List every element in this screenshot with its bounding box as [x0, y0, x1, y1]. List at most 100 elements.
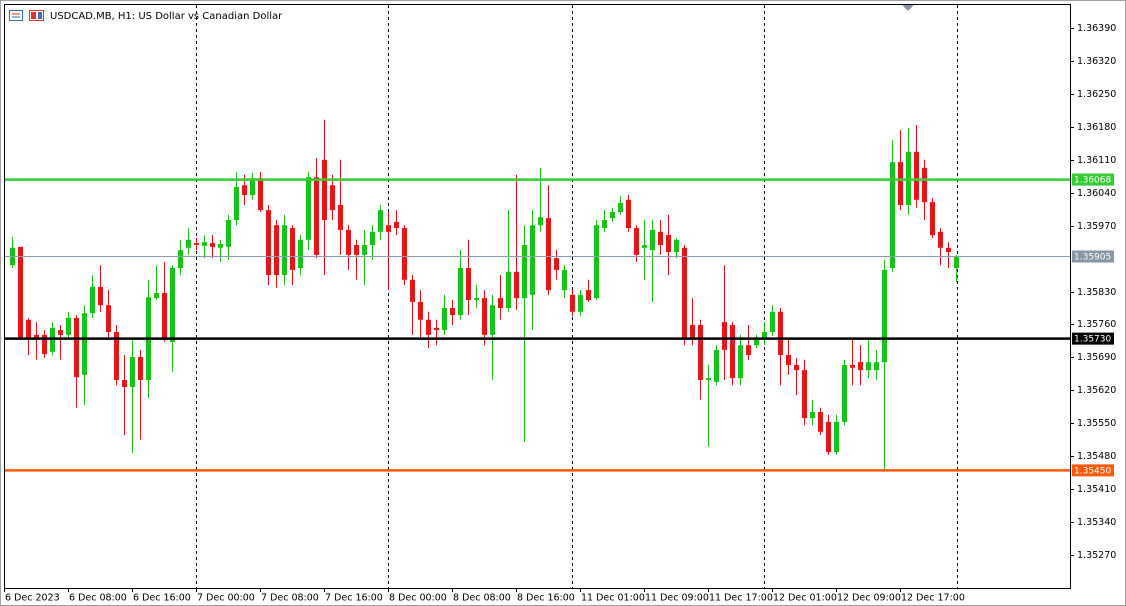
candle-body	[954, 256, 959, 269]
x-tick-label: 6 Dec 2023	[5, 593, 60, 604]
chart-title: USDCAD.MB, H1: US Dollar vs Canadian Dol…	[50, 11, 283, 22]
x-tick-label: 11 Dec 09:00	[645, 593, 709, 604]
candle-body	[842, 364, 847, 422]
candle-body	[562, 269, 567, 291]
candle-body	[722, 322, 727, 350]
candle-body	[290, 228, 295, 270]
candle-body	[610, 212, 615, 219]
scroll-marker[interactable]	[902, 5, 914, 11]
y-tick-label: 1.36390	[1077, 23, 1116, 34]
candle-body	[162, 292, 167, 341]
candle-body	[490, 305, 495, 335]
candle-body	[154, 292, 159, 299]
candle-body	[898, 162, 903, 205]
candle-body	[506, 271, 511, 309]
candle-body	[274, 225, 279, 276]
candle-body	[234, 187, 239, 221]
level-tag	[1072, 173, 1114, 186]
candle-body	[266, 210, 271, 276]
candle-body	[714, 349, 719, 382]
candle-body	[794, 364, 799, 371]
x-tick-label: 12 Dec 09:00	[837, 593, 901, 604]
candle-body	[594, 225, 599, 299]
y-tick-label: 1.35760	[1077, 319, 1116, 330]
candle-body	[810, 412, 815, 419]
candle-body	[930, 202, 935, 236]
candle-body	[642, 244, 647, 248]
candle-body	[90, 286, 95, 314]
candle-body	[426, 319, 431, 335]
candle-body	[890, 162, 895, 269]
candle-body	[482, 298, 487, 335]
icon-flags[interactable]	[29, 10, 44, 21]
candle-body	[786, 355, 791, 365]
candle-body	[442, 308, 447, 331]
candle-body	[666, 235, 671, 253]
candle-body	[138, 356, 143, 381]
candle-body	[314, 177, 319, 255]
candle-body	[946, 247, 951, 253]
candle-body	[530, 225, 535, 295]
y-tick-label: 1.36180	[1077, 122, 1116, 133]
price-tag	[1072, 250, 1114, 263]
candle-body	[370, 231, 375, 245]
candle-body	[378, 210, 383, 232]
candle-body	[74, 317, 79, 378]
candle-body	[298, 239, 303, 269]
candle-body	[522, 244, 527, 299]
candle-body	[730, 324, 735, 379]
candle-body	[18, 246, 23, 339]
candle-body	[586, 290, 591, 301]
candle-body	[874, 362, 879, 371]
icon-menu[interactable]	[9, 10, 23, 21]
candle-body	[98, 286, 103, 306]
candle-body	[386, 225, 391, 232]
level-tag-label: 1.36068	[1074, 176, 1111, 186]
candle-body	[650, 229, 655, 251]
candle-body	[626, 199, 631, 229]
y-tick-label: 1.36320	[1077, 56, 1116, 67]
candle-body	[186, 239, 191, 248]
candle-body	[458, 268, 463, 316]
y-tick-label: 1.35340	[1077, 517, 1116, 528]
candle-body	[738, 345, 743, 379]
candle-body	[242, 185, 247, 196]
y-tick-label: 1.35410	[1077, 484, 1116, 495]
x-tick-label: 8 Dec 08:00	[453, 593, 511, 604]
y-tick-label: 1.35830	[1077, 287, 1116, 298]
candle-body	[754, 340, 759, 346]
y-tick-label: 1.36250	[1077, 89, 1116, 100]
y-tick-label: 1.35970	[1077, 221, 1116, 232]
candle-body	[82, 313, 87, 375]
y-tick-label: 1.36040	[1077, 188, 1116, 199]
candle-body	[338, 204, 343, 230]
candle-body	[802, 370, 807, 419]
x-tick-label: 7 Dec 00:00	[197, 593, 255, 604]
candle-body	[226, 220, 231, 247]
candle-body	[698, 324, 703, 381]
candle-body	[674, 239, 679, 253]
candle-body	[410, 279, 415, 302]
candle-body	[922, 167, 927, 203]
y-tick-label: 1.35620	[1077, 385, 1116, 396]
candle-body	[258, 178, 263, 211]
candle-body	[914, 151, 919, 200]
plot-frame	[4, 4, 1071, 589]
candle-body	[746, 345, 751, 356]
y-tick-label: 1.35270	[1077, 550, 1116, 561]
x-tick-label: 6 Dec 08:00	[69, 593, 127, 604]
x-tick-label: 11 Dec 01:00	[581, 593, 645, 604]
candle-body	[682, 247, 687, 341]
candle-body	[106, 305, 111, 333]
candle-body	[170, 268, 175, 342]
candle-body	[554, 258, 559, 270]
candle-body	[330, 185, 335, 211]
candle-body	[762, 332, 767, 339]
candle-body	[618, 203, 623, 213]
candle-body	[122, 380, 127, 388]
x-tick-label: 7 Dec 16:00	[325, 593, 383, 604]
candle-body	[690, 324, 695, 339]
y-tick-label: 1.35550	[1077, 418, 1116, 429]
